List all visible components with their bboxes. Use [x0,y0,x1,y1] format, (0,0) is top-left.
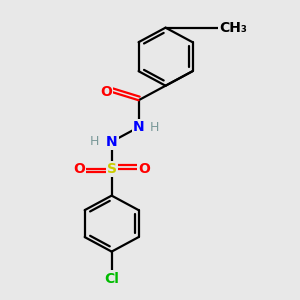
Text: H: H [150,121,159,134]
Text: Cl: Cl [104,272,119,286]
Text: O: O [100,85,112,99]
Text: S: S [106,162,117,176]
Text: O: O [73,162,85,176]
Text: O: O [139,162,151,176]
Text: CH₃: CH₃ [220,21,247,35]
Text: H: H [90,135,99,148]
Text: N: N [106,135,118,149]
Text: N: N [133,120,144,134]
